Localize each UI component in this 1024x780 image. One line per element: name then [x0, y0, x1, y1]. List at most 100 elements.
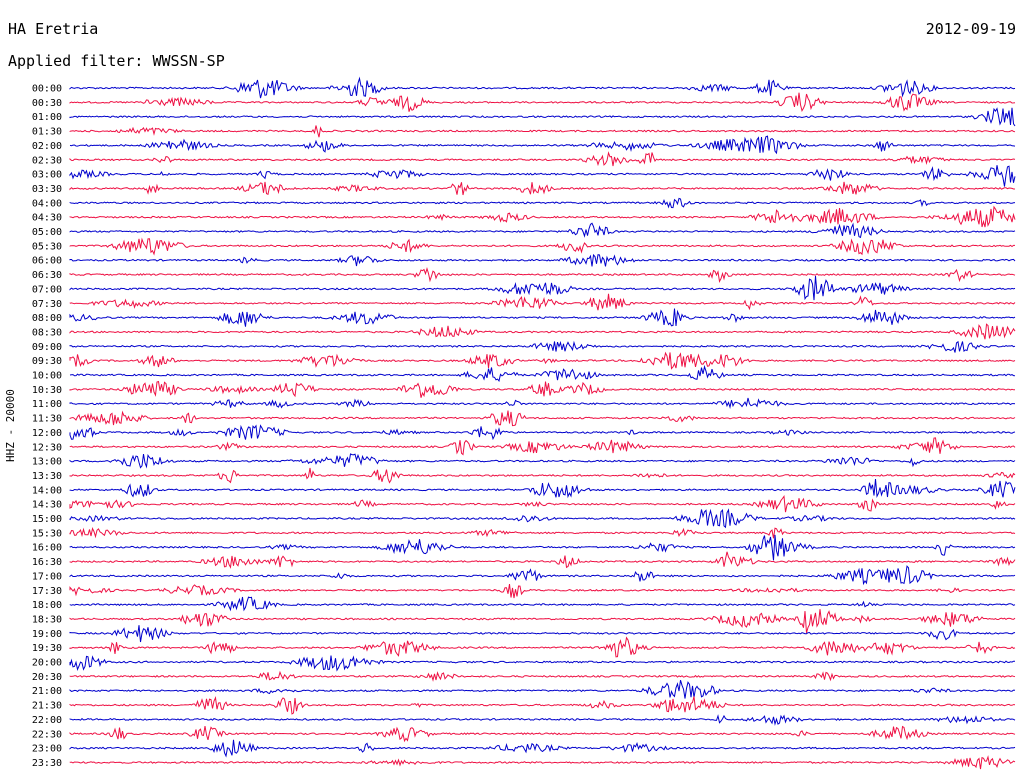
time-tick-label: 22:00	[32, 715, 62, 726]
station-name: HA Eretria	[8, 20, 99, 38]
seismic-trace	[69, 755, 1016, 770]
seismic-trace	[69, 107, 1016, 127]
time-tick-label: 07:00	[32, 284, 62, 295]
seismic-trace	[69, 551, 1016, 569]
time-tick-label: 11:00	[32, 399, 62, 410]
seismic-trace	[69, 680, 1016, 699]
time-tick-label: 14:30	[32, 500, 62, 511]
seismic-trace	[69, 125, 1016, 138]
seismic-trace	[69, 467, 1016, 484]
time-tick-label: 04:00	[32, 198, 62, 209]
time-tick-label: 15:30	[32, 528, 62, 539]
time-tick-label: 00:00	[32, 84, 62, 95]
time-tick-label: 10:30	[32, 385, 62, 396]
seismic-trace	[69, 197, 1016, 209]
seismic-trace	[69, 696, 1016, 715]
time-tick-label: 06:00	[32, 256, 62, 267]
time-tick-label: 16:00	[32, 543, 62, 554]
record-date: 2012-09-19	[925, 20, 1016, 38]
time-tick-label: 05:00	[32, 227, 62, 238]
time-tick-label: 19:30	[32, 643, 62, 654]
time-tick-label: 01:00	[32, 112, 62, 123]
time-tick-label: 10:00	[32, 371, 62, 382]
seismic-trace	[69, 253, 1016, 267]
time-tick-label: 01:30	[32, 127, 62, 138]
time-tick-label: 16:30	[32, 557, 62, 568]
seismic-trace	[69, 526, 1016, 539]
seismic-trace	[69, 625, 1016, 643]
seismic-trace	[69, 92, 1016, 113]
seismic-trace	[69, 76, 1016, 99]
seismic-trace	[69, 655, 1015, 672]
time-tick-label: 07:30	[32, 299, 62, 310]
time-tick-label: 15:00	[32, 514, 62, 525]
seismic-trace	[69, 534, 1016, 561]
time-tick-label: 05:30	[32, 241, 62, 252]
time-tick-label: 04:30	[32, 213, 62, 224]
seismic-trace	[69, 308, 1016, 327]
time-tick-label: 03:00	[32, 170, 62, 181]
time-tick-label: 14:00	[32, 485, 62, 496]
seismic-trace	[69, 424, 1016, 441]
time-tick-label: 17:00	[32, 571, 62, 582]
seismic-trace	[69, 584, 1016, 599]
time-tick-label: 23:30	[32, 758, 62, 769]
seismic-trace	[69, 670, 1016, 682]
time-tick-label: 08:00	[32, 313, 62, 324]
seismic-trace	[69, 437, 1016, 456]
applied-filter: Applied filter: WWSSN-SP	[8, 52, 225, 70]
time-tick-label: 00:30	[32, 98, 62, 109]
seismic-trace	[69, 565, 1016, 586]
seismic-trace	[69, 165, 1016, 187]
seismic-trace	[69, 596, 1016, 612]
time-tick-label: 19:00	[32, 629, 62, 640]
time-tick-label: 02:00	[32, 141, 62, 152]
time-tick-label: 17:30	[32, 586, 62, 597]
seismic-trace	[69, 205, 1016, 228]
time-tick-label: 22:30	[32, 729, 62, 740]
time-tick-label: 13:30	[32, 471, 62, 482]
time-tick-label: 12:00	[32, 428, 62, 439]
time-tick-label: 18:00	[32, 600, 62, 611]
seismic-trace	[69, 380, 1015, 398]
time-tick-label: 13:00	[32, 457, 62, 468]
seismic-trace	[69, 453, 1016, 469]
seismic-trace	[69, 410, 1016, 427]
seismic-trace	[69, 151, 1016, 167]
time-tick-label: 12:30	[32, 442, 62, 453]
seismic-trace	[69, 364, 1016, 382]
time-tick-label: 20:30	[32, 672, 62, 683]
seismic-trace	[69, 222, 1016, 239]
time-tick-label: 06:30	[32, 270, 62, 281]
seismic-trace	[69, 739, 1016, 758]
seismic-trace	[69, 508, 1016, 529]
seismic-trace	[69, 275, 1016, 301]
time-tick-label: 23:00	[32, 744, 62, 755]
seismic-trace	[69, 397, 1016, 410]
seismic-trace	[69, 340, 1016, 353]
seismic-trace	[69, 479, 1016, 499]
time-tick-label: 02:30	[32, 155, 62, 166]
seismic-trace	[69, 135, 1016, 155]
time-tick-label: 09:00	[32, 342, 62, 353]
time-tick-label: 20:00	[32, 658, 62, 669]
seismic-trace	[69, 266, 1016, 283]
time-tick-label: 21:00	[32, 686, 62, 697]
time-tick-label: 21:30	[32, 701, 62, 712]
seismic-trace	[69, 636, 1016, 658]
seismic-trace	[69, 351, 1016, 370]
seismic-trace	[69, 609, 1016, 634]
time-tick-label: 08:30	[32, 327, 62, 338]
seismic-trace	[69, 181, 1015, 196]
seismic-trace	[69, 725, 1016, 743]
seismic-trace	[69, 714, 1016, 726]
time-tick-label: 09:30	[32, 356, 62, 367]
seismic-trace	[69, 495, 1016, 513]
time-tick-label: 03:30	[32, 184, 62, 195]
time-tick-label: 18:30	[32, 614, 62, 625]
seismic-trace	[69, 323, 1016, 340]
seismic-trace	[69, 293, 1016, 311]
time-tick-label: 11:30	[32, 414, 62, 425]
seismic-trace	[69, 237, 1015, 256]
